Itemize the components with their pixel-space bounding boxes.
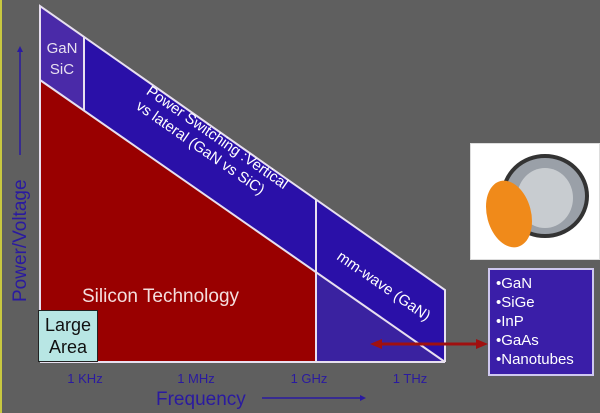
material-item: •Nanotubes <box>496 351 574 368</box>
gan-label: GaN <box>47 40 78 57</box>
mm-wave-band-region <box>316 199 445 362</box>
power-switching-region <box>84 37 316 272</box>
gan-sic-region <box>40 6 84 110</box>
materials-list: •GaN •SiGe •InP •GaAs •Nanotubes <box>488 268 594 376</box>
x-tick-1khz: 1 KHz <box>67 371 102 386</box>
material-item: •InP <box>496 313 524 330</box>
satellite-antenna-image <box>470 143 600 260</box>
material-item: •GaAs <box>496 332 539 349</box>
y-axis-label: Power/Voltage <box>10 179 31 302</box>
large-area-line-1: Large <box>44 315 92 335</box>
material-item: •GaN <box>496 275 533 292</box>
x-axis-label: Frequency <box>156 389 246 410</box>
x-tick-1mhz: 1 MHz <box>177 371 215 386</box>
material-item: •SiGe <box>496 294 535 311</box>
large-area-box: Large Area <box>38 310 98 362</box>
x-axis-arrowhead <box>360 395 366 401</box>
silicon-boundary <box>39 79 446 363</box>
x-tick-1thz: 1 THz <box>393 371 427 386</box>
x-tick-1ghz: 1 GHz <box>291 371 328 386</box>
silicon-region <box>40 80 316 362</box>
arrow-right-head <box>476 339 488 349</box>
top-boundary <box>39 4 446 362</box>
left-edge-line <box>0 0 2 413</box>
large-area-line-2: Area <box>48 337 88 357</box>
sic-label: SiC <box>50 61 74 78</box>
orange-dish <box>485 180 533 248</box>
silicon-label: Silicon Technology <box>82 286 240 307</box>
y-axis-arrowhead <box>17 46 23 52</box>
arrow-left-head <box>370 339 382 349</box>
